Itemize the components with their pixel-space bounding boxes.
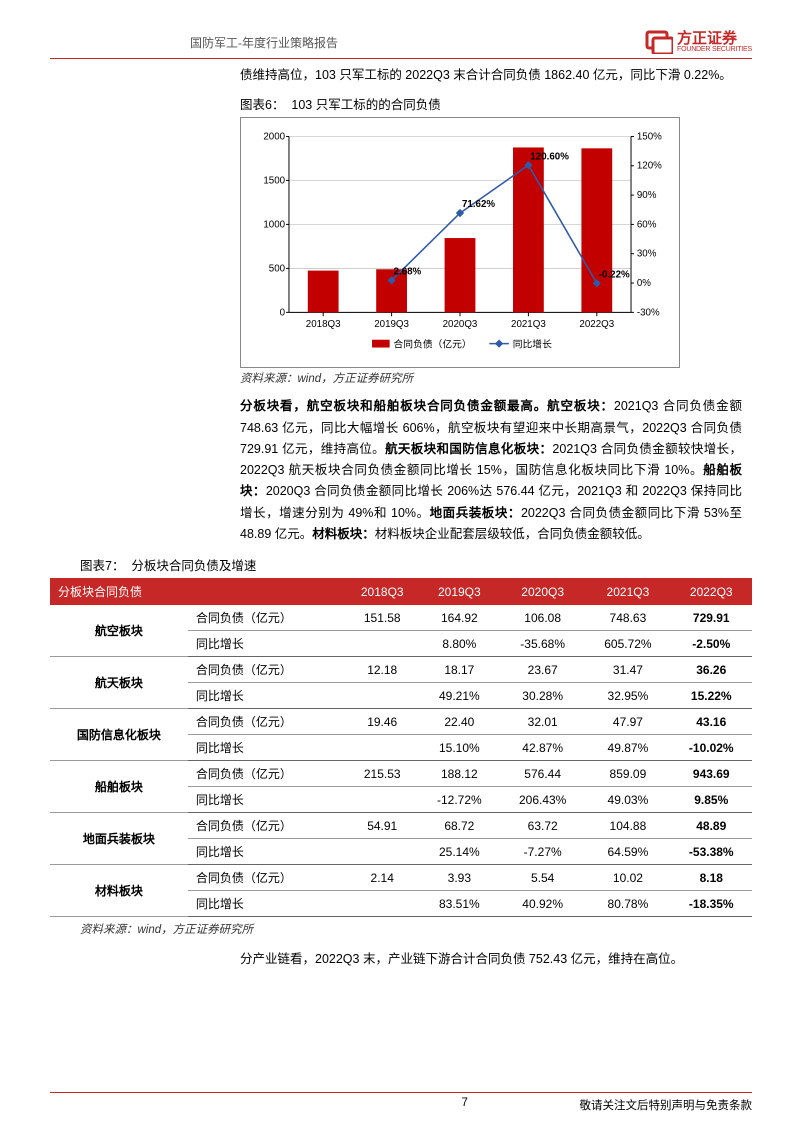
para2: 分板块看，航空板块和船舶板块合同负债金额最高。航空板块：2021Q3 合同负债金…	[240, 396, 742, 545]
svg-text:500: 500	[269, 264, 286, 275]
table-row: 航空板块合同负债（亿元）151.58164.92106.08748.63729.…	[50, 605, 752, 631]
svg-text:2000: 2000	[263, 132, 285, 143]
page-number: 7	[462, 1097, 468, 1113]
para3: 分产业链看，2022Q3 末，产业链下游合计合同负债 752.43 亿元，维持在…	[240, 949, 742, 970]
svg-text:1500: 1500	[263, 176, 285, 187]
svg-text:2018Q3: 2018Q3	[306, 319, 341, 330]
svg-text:120.60%: 120.60%	[530, 152, 569, 163]
svg-text:30%: 30%	[637, 249, 657, 260]
svg-text:2019Q3: 2019Q3	[374, 319, 409, 330]
logo: 方正证券 FOUNDER SECURITIES	[645, 30, 752, 54]
svg-text:2020Q3: 2020Q3	[443, 319, 478, 330]
intro-paragraph: 债维持高位，103 只军工标的 2022Q3 末合计合同负债 1862.40 亿…	[240, 65, 742, 86]
svg-text:2.68%: 2.68%	[394, 267, 422, 278]
header-title: 国防军工-年度行业策略报告	[190, 34, 338, 51]
table7-source: 资料来源：wind，方正证券研究所	[80, 921, 752, 937]
page-footer: 7 敬请关注文后特别声明与免责条款	[50, 1092, 752, 1113]
table-header: 2018Q3	[346, 578, 419, 605]
table-header: 2021Q3	[585, 578, 670, 605]
table-header: 2020Q3	[500, 578, 585, 605]
svg-text:0%: 0%	[637, 278, 651, 289]
chart6-source: 资料来源：wind，方正证券研究所	[240, 370, 752, 386]
chart6-title: 图表6： 103 只军工标的的合同负债	[240, 94, 752, 113]
svg-text:71.62%: 71.62%	[462, 199, 495, 210]
footer-disclaimer: 敬请关注文后特别声明与免责条款	[580, 1097, 753, 1113]
svg-text:合同负债（亿元）: 合同负债（亿元）	[394, 338, 472, 351]
logo-text-en: FOUNDER SECURITIES	[677, 46, 752, 53]
logo-icon	[645, 30, 673, 54]
table-header: 2022Q3	[671, 578, 752, 605]
svg-text:同比增长: 同比增长	[513, 338, 552, 351]
table7-title: 图表7： 分板块合同负债及增速	[80, 555, 752, 574]
table-row: 地面兵装板块合同负债（亿元）54.9168.7263.72104.8848.89	[50, 813, 752, 839]
svg-text:-30%: -30%	[637, 308, 660, 319]
svg-text:0: 0	[280, 308, 286, 319]
logo-text-cn: 方正证券	[677, 31, 752, 46]
svg-text:1000: 1000	[263, 220, 285, 231]
table7: 分板块合同负债2018Q32019Q32020Q32021Q32022Q3航空板…	[50, 578, 752, 917]
svg-text:150%: 150%	[637, 132, 662, 143]
svg-text:60%: 60%	[637, 220, 657, 231]
svg-text:90%: 90%	[637, 190, 657, 201]
svg-text:120%: 120%	[637, 161, 662, 172]
table-header: 分板块合同负债	[50, 578, 346, 605]
chart6-svg: 0 500 1000 1500 2000 -30% 0% 30% 60% 90% 120% 150% 2…	[245, 122, 675, 362]
table-row: 船舶板块合同负债（亿元）215.53188.12576.44859.09943.…	[50, 761, 752, 787]
svg-text:2022Q3: 2022Q3	[579, 319, 614, 330]
table-row: 国防信息化板块合同负债（亿元）19.4622.4032.0147.9743.16	[50, 709, 752, 735]
svg-text:2021Q3: 2021Q3	[511, 319, 546, 330]
chart6-container: 0 500 1000 1500 2000 -30% 0% 30% 60% 90% 120% 150% 2…	[240, 117, 680, 368]
table-row: 航天板块合同负债（亿元）12.1818.1723.6731.4736.26	[50, 657, 752, 683]
table-header: 2019Q3	[419, 578, 500, 605]
svg-text:-0.22%: -0.22%	[599, 270, 630, 281]
page-header: 国防军工-年度行业策略报告 方正证券 FOUNDER SECURITIES	[50, 30, 752, 59]
table-row: 材料板块合同负债（亿元）2.143.935.5410.028.18	[50, 865, 752, 891]
